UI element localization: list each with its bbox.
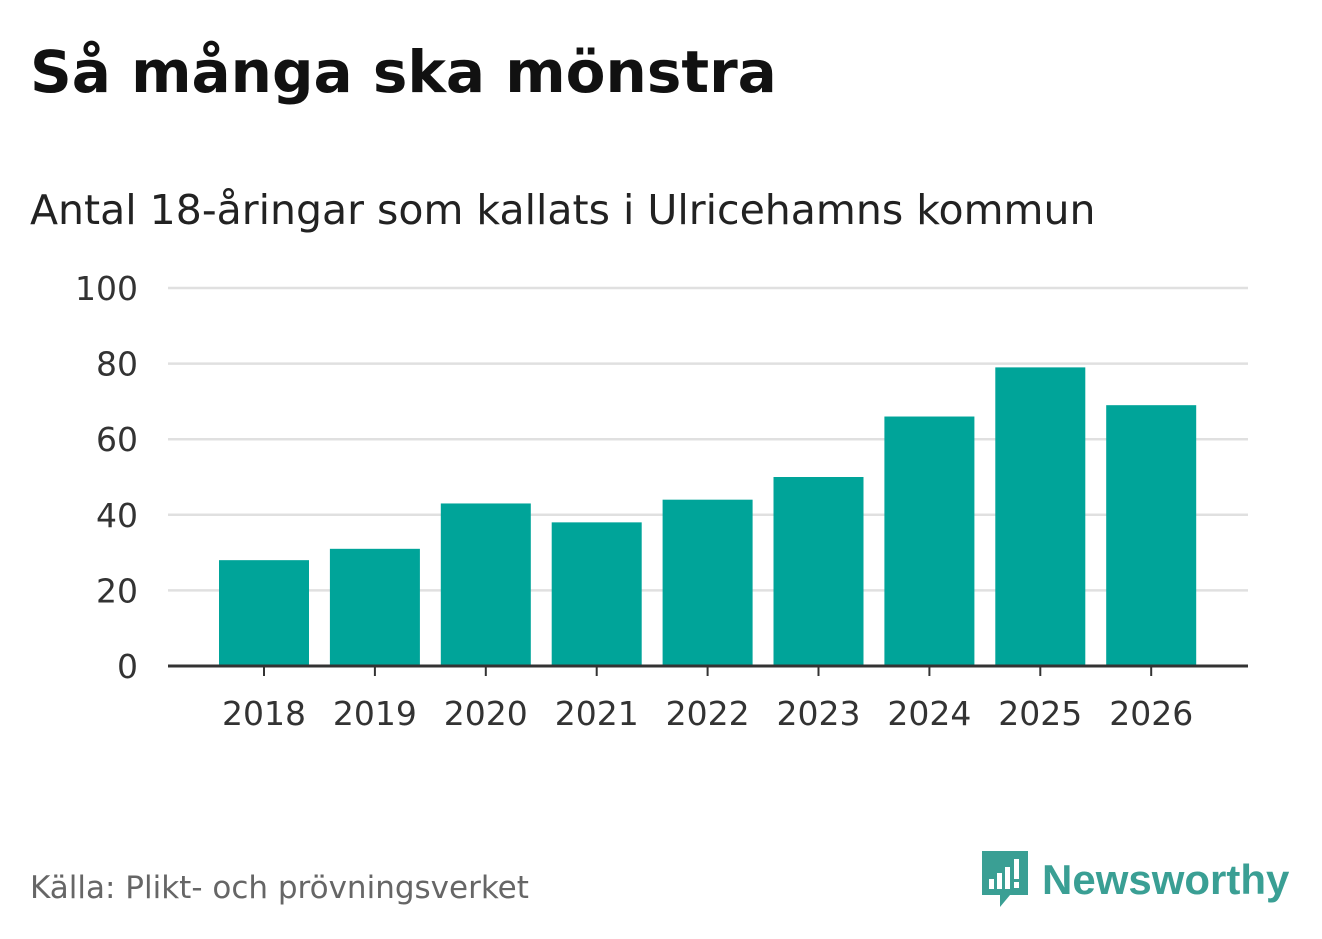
x-tick-label: 2019: [333, 694, 417, 733]
bar-2021: [551, 522, 642, 666]
y-tick-label: 60: [96, 420, 138, 459]
bar-2023: [773, 477, 864, 666]
y-tick-label: 40: [96, 496, 138, 535]
bar-2020: [440, 503, 531, 666]
bar-2025: [995, 367, 1086, 666]
bar-2019: [329, 548, 420, 666]
x-tick-label: 2018: [222, 694, 306, 733]
x-tick-label: 2022: [666, 694, 750, 733]
bar-2026: [1106, 405, 1197, 666]
x-tick-label: 2021: [555, 694, 639, 733]
y-tick-label: 100: [75, 269, 138, 308]
x-tick-label: 2026: [1109, 694, 1193, 733]
newsworthy-logo-icon: [982, 851, 1028, 907]
bar-2022: [662, 499, 753, 666]
x-tick-label: 2020: [444, 694, 528, 733]
bar-2018: [219, 560, 309, 666]
brand-logo: Newsworthy: [980, 848, 1289, 912]
chart-subtitle: Antal 18-åringar som kallats i Ulriceham…: [30, 186, 1096, 234]
x-tick-label: 2023: [777, 694, 861, 733]
y-tick-label: 20: [96, 571, 138, 610]
x-tick-label: 2024: [887, 694, 971, 733]
y-tick-label: 0: [117, 647, 138, 686]
x-tick-label: 2025: [998, 694, 1082, 733]
y-tick-label: 80: [96, 345, 138, 384]
chart-title: Så många ska mönstra: [30, 38, 777, 106]
source-note: Källa: Plikt- och prövningsverket: [30, 870, 529, 906]
bar-2024: [884, 416, 975, 666]
brand-name: Newsworthy: [1042, 856, 1290, 903]
bar-chart: 0 20 40 60 80 100 2018 2019 2020 2021 2022 2023 2024…: [75, 269, 1248, 733]
